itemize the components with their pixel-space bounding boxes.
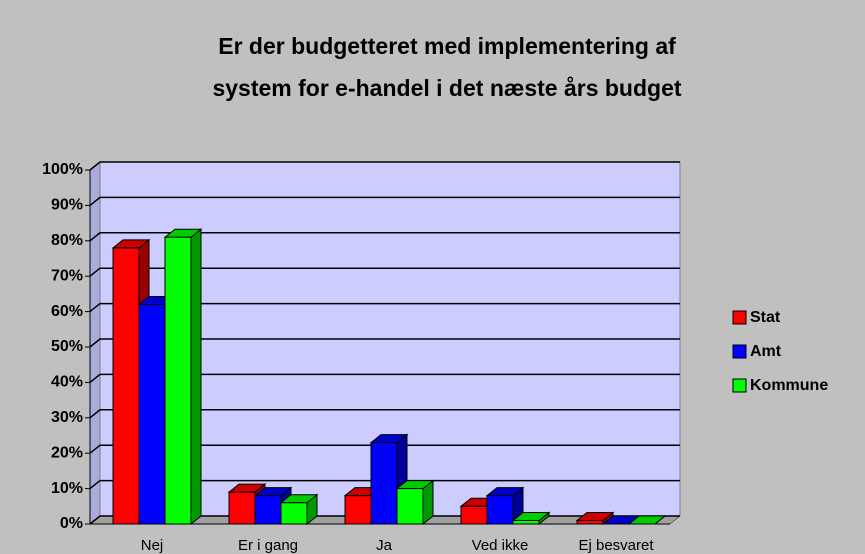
bar [138, 304, 166, 525]
x-tick-label: Ej besvaret [578, 537, 654, 554]
y-tick-label: 100% [42, 161, 83, 178]
bar [512, 519, 540, 525]
bar [164, 236, 192, 525]
grid-line [89, 373, 680, 383]
y-tick-label: 90% [51, 197, 83, 214]
x-tick-label: Ja [376, 537, 393, 554]
legend-swatch [732, 378, 747, 393]
y-tick-label: 20% [51, 444, 83, 461]
y-tick-label: 50% [51, 338, 83, 355]
legend-label: Amt [750, 343, 782, 360]
bar [280, 502, 308, 525]
bar [254, 495, 282, 525]
grid-line [89, 409, 680, 419]
chart-title: system for e-handel i det næste års budg… [212, 75, 681, 101]
bar-top [627, 515, 667, 525]
grid-line [89, 161, 680, 171]
grid-line [89, 302, 680, 313]
grid-line [89, 267, 680, 277]
y-tick-label: 70% [51, 267, 83, 284]
bar [486, 495, 514, 525]
grid-line [89, 196, 680, 206]
x-tick-label: Ved ikke [472, 537, 529, 554]
grid-line [89, 232, 680, 242]
legend-label: Stat [750, 309, 781, 326]
bar [396, 488, 424, 525]
bar [370, 442, 398, 525]
y-tick-label: 60% [51, 303, 83, 320]
y-tick-label: 30% [51, 409, 83, 426]
chart-title: Er der budgetteret med implementering af [218, 33, 676, 59]
bar [576, 519, 604, 525]
bar [344, 495, 372, 525]
x-tick-label: Er i gang [238, 537, 298, 554]
y-tick-label: 40% [51, 374, 83, 391]
bar-side [190, 228, 202, 526]
y-tick-label: 80% [51, 232, 83, 249]
x-tick-label: Nej [141, 537, 164, 554]
grid-line [89, 338, 680, 348]
bar [228, 491, 256, 525]
legend-swatch [732, 344, 747, 359]
y-tick-label: 0% [60, 515, 83, 532]
grid-line [89, 479, 680, 490]
bar [460, 505, 488, 525]
y-tick-label: 10% [51, 480, 83, 497]
legend-swatch [732, 310, 747, 325]
legend-label: Kommune [750, 377, 828, 394]
grid-line [89, 444, 680, 454]
bar [112, 247, 140, 525]
